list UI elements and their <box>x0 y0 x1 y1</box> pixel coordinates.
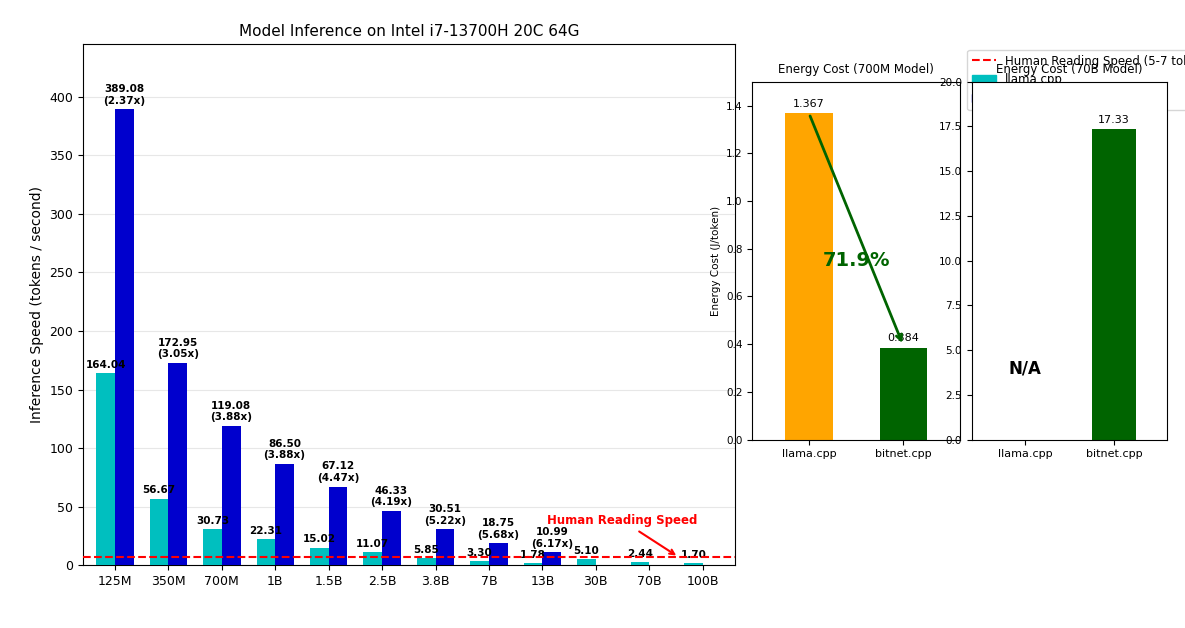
Bar <box>417 558 436 565</box>
Text: 30.51
(5.22x): 30.51 (5.22x) <box>424 504 466 526</box>
Title: Energy Cost (70B Model): Energy Cost (70B Model) <box>997 63 1142 77</box>
Bar <box>786 114 833 440</box>
Text: 17.33: 17.33 <box>1098 115 1129 125</box>
Text: 1.367: 1.367 <box>793 99 825 109</box>
Text: 18.75
(5.68x): 18.75 (5.68x) <box>478 518 519 539</box>
Text: 0.384: 0.384 <box>888 333 920 343</box>
Text: 30.73: 30.73 <box>196 516 229 526</box>
Text: 56.67: 56.67 <box>142 485 175 495</box>
Text: 1.78: 1.78 <box>520 550 546 560</box>
Bar <box>436 529 454 565</box>
Text: 5.85: 5.85 <box>414 545 440 555</box>
Text: 86.50
(3.88x): 86.50 (3.88x) <box>263 439 306 460</box>
Text: 119.08
(3.88x): 119.08 (3.88x) <box>210 401 252 422</box>
Bar <box>328 487 347 565</box>
Bar <box>684 563 703 565</box>
Bar <box>524 563 543 565</box>
Bar <box>275 464 294 565</box>
Bar <box>310 548 328 565</box>
Text: 22.31: 22.31 <box>249 526 282 536</box>
Bar <box>168 362 187 565</box>
Bar <box>470 561 489 565</box>
Title: Energy Cost (700M Model): Energy Cost (700M Model) <box>779 63 934 77</box>
Text: 10.99
(6.17x): 10.99 (6.17x) <box>531 528 572 549</box>
Text: N/A: N/A <box>1008 359 1042 377</box>
Text: 2.44: 2.44 <box>627 549 653 559</box>
Bar <box>222 426 241 565</box>
Title: Model Inference on Intel i7-13700H 20C 64G: Model Inference on Intel i7-13700H 20C 6… <box>238 24 579 39</box>
Bar <box>577 559 596 565</box>
Text: 67.12
(4.47x): 67.12 (4.47x) <box>316 462 359 483</box>
Bar <box>96 373 115 565</box>
Bar <box>543 553 561 565</box>
Text: 15.02: 15.02 <box>303 534 335 544</box>
Bar <box>115 109 134 565</box>
Bar <box>364 552 382 565</box>
Text: 164.04: 164.04 <box>85 360 126 369</box>
Text: 71.9%: 71.9% <box>822 251 890 270</box>
Bar <box>879 348 927 440</box>
Y-axis label: Energy Cost (J/token): Energy Cost (J/token) <box>711 205 720 316</box>
Text: 3.30: 3.30 <box>467 548 493 558</box>
Bar <box>149 499 168 565</box>
Legend: Human Reading Speed (5-7 tokens/sec), llama.cpp, bitnet.cpp (ternary): Human Reading Speed (5-7 tokens/sec), ll… <box>967 50 1185 110</box>
Y-axis label: Inference Speed (tokens / second): Inference Speed (tokens / second) <box>30 186 44 423</box>
Text: 172.95
(3.05x): 172.95 (3.05x) <box>156 337 199 359</box>
Bar <box>630 562 649 565</box>
Text: 5.10: 5.10 <box>574 546 600 556</box>
Bar <box>489 543 507 565</box>
Text: 1.70: 1.70 <box>680 550 706 560</box>
Bar <box>203 529 222 565</box>
Text: 46.33
(4.19x): 46.33 (4.19x) <box>371 486 412 507</box>
Text: Human Reading Speed: Human Reading Speed <box>547 514 698 555</box>
Text: 389.08
(2.37x): 389.08 (2.37x) <box>103 84 146 106</box>
Bar <box>1091 129 1136 440</box>
Bar <box>257 539 275 565</box>
Bar <box>382 511 401 565</box>
Text: 11.07: 11.07 <box>357 539 390 549</box>
